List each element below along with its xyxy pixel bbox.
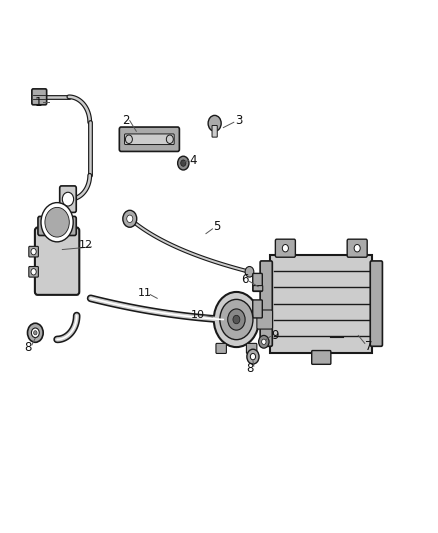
- Circle shape: [228, 309, 245, 330]
- FancyBboxPatch shape: [270, 255, 372, 353]
- Circle shape: [166, 135, 173, 143]
- Circle shape: [245, 266, 254, 277]
- Circle shape: [258, 335, 269, 348]
- Circle shape: [62, 192, 74, 206]
- FancyBboxPatch shape: [35, 228, 79, 295]
- FancyBboxPatch shape: [276, 239, 295, 257]
- FancyBboxPatch shape: [212, 125, 217, 137]
- Circle shape: [31, 269, 36, 275]
- Circle shape: [32, 328, 39, 337]
- Circle shape: [220, 300, 253, 340]
- FancyBboxPatch shape: [247, 343, 257, 353]
- FancyBboxPatch shape: [124, 134, 174, 144]
- FancyBboxPatch shape: [216, 343, 226, 353]
- Text: 8: 8: [246, 362, 253, 375]
- Text: 10: 10: [191, 310, 205, 320]
- FancyBboxPatch shape: [38, 216, 76, 236]
- Text: 8: 8: [24, 341, 31, 353]
- FancyBboxPatch shape: [119, 127, 180, 151]
- Circle shape: [283, 245, 288, 252]
- FancyBboxPatch shape: [347, 239, 367, 257]
- FancyBboxPatch shape: [260, 261, 272, 346]
- Circle shape: [261, 339, 266, 344]
- Text: 12: 12: [79, 240, 93, 251]
- Text: 1: 1: [35, 95, 42, 109]
- Circle shape: [125, 135, 132, 143]
- FancyBboxPatch shape: [60, 186, 76, 213]
- Text: 3: 3: [235, 114, 242, 127]
- Circle shape: [127, 215, 133, 222]
- FancyBboxPatch shape: [253, 300, 262, 318]
- FancyBboxPatch shape: [29, 246, 39, 257]
- FancyBboxPatch shape: [253, 286, 263, 291]
- Text: 9: 9: [271, 329, 279, 342]
- FancyBboxPatch shape: [253, 273, 262, 292]
- FancyBboxPatch shape: [29, 266, 39, 277]
- Circle shape: [233, 316, 240, 324]
- Circle shape: [41, 203, 73, 242]
- Circle shape: [34, 330, 37, 335]
- Circle shape: [31, 248, 36, 255]
- Text: 7: 7: [365, 340, 373, 352]
- FancyBboxPatch shape: [312, 351, 331, 365]
- Text: 6: 6: [241, 273, 249, 286]
- FancyBboxPatch shape: [370, 261, 382, 346]
- Text: 11: 11: [138, 288, 152, 298]
- Circle shape: [208, 115, 221, 131]
- Text: 2: 2: [122, 114, 129, 127]
- Circle shape: [247, 349, 259, 364]
- Circle shape: [181, 160, 186, 166]
- Circle shape: [123, 211, 137, 227]
- Text: 5: 5: [213, 220, 220, 233]
- Circle shape: [178, 156, 189, 170]
- Circle shape: [214, 292, 259, 347]
- Circle shape: [251, 353, 255, 360]
- Circle shape: [354, 245, 360, 252]
- FancyBboxPatch shape: [257, 310, 272, 329]
- Text: 4: 4: [189, 154, 197, 167]
- Circle shape: [28, 323, 43, 342]
- Circle shape: [45, 207, 69, 237]
- FancyBboxPatch shape: [32, 89, 47, 105]
